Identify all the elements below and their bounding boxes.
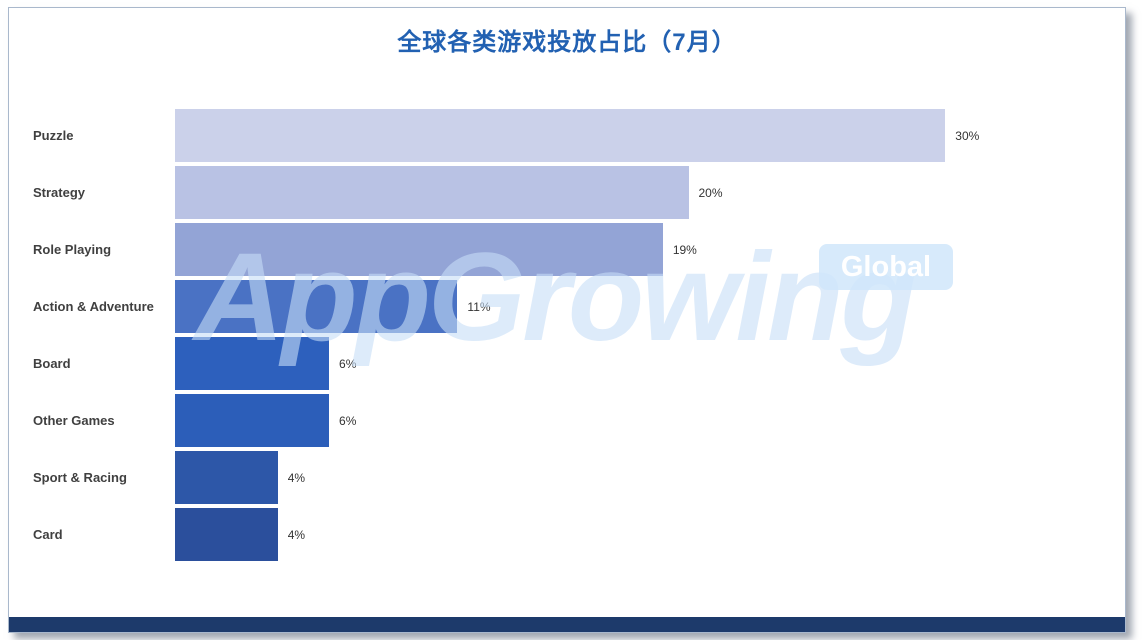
value-label: 4% [287, 527, 306, 542]
bar-track: 6% [175, 394, 1125, 447]
chart-row: Board 6% [9, 335, 1125, 392]
chart-frame: 全球各类游戏投放占比（7月） Puzzle 30% Strategy 20% Role … [8, 7, 1126, 633]
category-label: Action & Adventure [33, 299, 154, 314]
bar [175, 109, 946, 162]
chart-row: Action & Adventure 11% [9, 278, 1125, 335]
bar [175, 166, 689, 219]
value-label: 4% [287, 470, 306, 485]
chart-row: Puzzle 30% [9, 107, 1125, 164]
bar-track: 30% [175, 109, 1125, 162]
category-label: Other Games [33, 413, 115, 428]
bar [175, 280, 458, 333]
bar-track: 11% [175, 280, 1125, 333]
bar [175, 223, 663, 276]
value-label: 11% [467, 299, 491, 314]
value-label: 6% [339, 413, 357, 428]
bar [175, 337, 330, 390]
bar-track: 20% [175, 166, 1125, 219]
bar [175, 508, 278, 561]
value-label: 20% [698, 185, 723, 200]
chart-row: Strategy 20% [9, 164, 1125, 221]
bar-track: 6% [175, 337, 1125, 390]
bar-chart: Puzzle 30% Strategy 20% Role Playing 19% Actio… [9, 107, 1125, 563]
bar-track: 4% [175, 451, 1125, 504]
bar [175, 394, 330, 447]
bar-track: 4% [175, 508, 1125, 561]
value-label: 6% [339, 356, 357, 371]
category-label: Role Playing [33, 242, 112, 257]
footer-strip [9, 617, 1125, 632]
category-label: Board [33, 356, 71, 371]
category-label: Puzzle [33, 128, 74, 143]
chart-row: Role Playing 19% [9, 221, 1125, 278]
chart-row: Card 4% [9, 506, 1125, 563]
value-label: 30% [955, 128, 980, 143]
bar-track: 19% [175, 223, 1125, 276]
category-label: Strategy [33, 185, 86, 200]
chart-row: Other Games 6% [9, 392, 1125, 449]
bar [175, 451, 278, 504]
chart-row: Sport & Racing 4% [9, 449, 1125, 506]
category-label: Sport & Racing [33, 470, 127, 485]
value-label: 19% [672, 242, 697, 257]
chart-title: 全球各类游戏投放占比（7月） [397, 29, 737, 56]
category-label: Card [33, 527, 63, 542]
